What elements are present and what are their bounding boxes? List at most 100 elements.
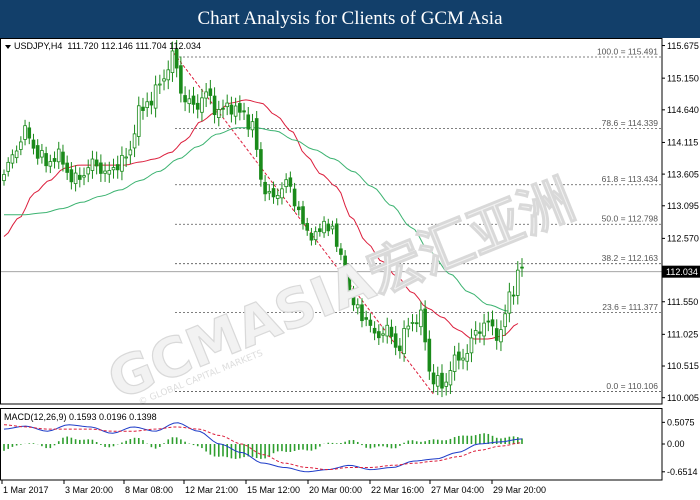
x-tick-label: 20 Mar 00:00 [309, 485, 362, 495]
candle-body [259, 149, 263, 180]
candle-body [473, 330, 478, 336]
candle-body [280, 188, 284, 199]
collapse-triangle-icon [5, 45, 11, 49]
candle-body [166, 69, 171, 81]
candle-body [305, 223, 310, 231]
fib-label: 0.0 = 110.106 [606, 381, 658, 391]
candle-body [347, 273, 352, 294]
candle-body [389, 326, 394, 337]
macd-line [3, 422, 523, 473]
candle-body [452, 354, 457, 372]
chart-header: USDJPY,H4 111.720 112.146 111.704 112.034 [14, 41, 201, 51]
candle-body [132, 133, 137, 149]
candle-layer [2, 39, 524, 398]
x-tick-label: 8 Mar 08:00 [125, 485, 173, 495]
ma-fast-line [3, 99, 519, 340]
candle-body [216, 109, 221, 119]
candle-body [267, 190, 272, 194]
candle-body [254, 118, 259, 150]
candle-body [14, 150, 19, 159]
candle-body [65, 162, 69, 173]
x-tick-label: 27 Mar 04:00 [431, 485, 484, 495]
candle-body [288, 177, 293, 187]
candle-body [271, 188, 276, 198]
candle-body [431, 372, 436, 385]
candle-body [174, 48, 179, 69]
candle-body [242, 110, 246, 113]
x-tick-label: 15 Mar 12:00 [247, 485, 300, 495]
fib-label: 38.2 = 112.163 [602, 253, 659, 263]
candle-body [520, 266, 524, 269]
candle-body [355, 304, 360, 309]
candle-body [128, 149, 133, 156]
candle-body [52, 158, 57, 162]
candle-body [195, 102, 200, 110]
y-tick-label: 111.025 [667, 330, 698, 340]
candle-body [107, 170, 112, 175]
candle-body [56, 148, 61, 163]
candle-body [427, 338, 432, 372]
candle-body [61, 151, 65, 165]
candle-body [343, 255, 347, 277]
fib-label: 23.6 = 111.377 [602, 302, 658, 312]
candle-body [208, 88, 213, 96]
candle-body [313, 231, 318, 241]
candle-body [402, 328, 406, 355]
candle-body [204, 91, 208, 99]
candle-body [233, 105, 238, 117]
candle-body [153, 84, 158, 109]
candle-body [99, 162, 103, 174]
macd-y-tick-label: 0.5075 [667, 418, 695, 428]
candle-body [263, 181, 267, 195]
candle-body [6, 161, 11, 172]
candle-body [469, 337, 474, 354]
candle-body [275, 195, 280, 199]
candle-body [19, 141, 23, 150]
candle-body [124, 156, 128, 159]
candle-body [10, 154, 15, 164]
candle-body [200, 97, 204, 113]
candle-body [318, 228, 322, 232]
candle-body [145, 101, 149, 109]
candle-body [515, 269, 520, 296]
candle-body [368, 319, 373, 326]
candle-body [27, 127, 32, 139]
candle-body [419, 309, 423, 328]
candle-body [309, 232, 314, 241]
candle-body [482, 322, 486, 337]
candle-body [82, 175, 86, 178]
x-tick-label: 12 Mar 21:00 [185, 485, 238, 495]
x-tick-label: 29 Mar 20:00 [493, 485, 546, 495]
candle-body [296, 206, 301, 211]
candle-body [339, 248, 343, 255]
candle-body [406, 325, 411, 330]
candle-body [78, 174, 82, 180]
candle-body [423, 308, 427, 343]
candle-body [191, 95, 196, 105]
last-price-label: 112.034 [666, 267, 698, 277]
candle-body [457, 351, 461, 361]
candle-body [73, 172, 78, 185]
fib-label: 100.0 = 115.491 [597, 46, 658, 56]
candle-body [40, 150, 44, 158]
macd-layer [3, 422, 523, 473]
candle-body [301, 206, 305, 225]
candle-body [351, 291, 356, 306]
candle-body [507, 291, 512, 314]
watermark-layer: GCMASIA宏汇亚洲© GLOBAL CAPITAL MARKETS [99, 167, 584, 413]
ohlc-label: 111.720 112.146 111.704 112.034 [67, 41, 201, 51]
candle-body [48, 161, 53, 167]
candle-body [465, 353, 470, 362]
candle-body [115, 164, 120, 171]
candle-body [364, 317, 368, 320]
y-tick-label: 110.005 [667, 393, 699, 403]
candle-body [2, 174, 6, 182]
candle-body [448, 370, 453, 386]
candle-body [31, 139, 36, 149]
last-price-box [662, 265, 700, 278]
candle-body [486, 320, 491, 323]
candle-body [246, 114, 251, 130]
candle-body [381, 333, 385, 336]
candle-body [141, 106, 145, 111]
candle-body [322, 220, 326, 234]
